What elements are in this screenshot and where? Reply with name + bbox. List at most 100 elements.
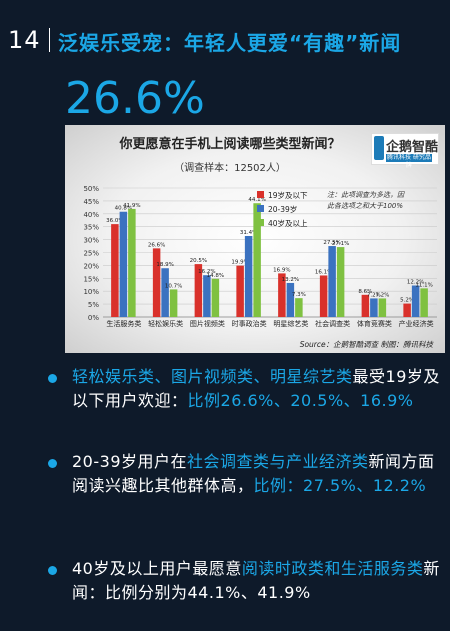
bar xyxy=(411,285,420,317)
highlight-text: 轻松娱乐类、图片视频类、明星综艺类 xyxy=(72,367,353,386)
logo-text: 企鹅智酷 xyxy=(386,140,439,155)
page-header: 14 泛娱乐受宠：年轻人更爱“有趣”新闻 xyxy=(0,0,450,60)
y-tick-label: 5% xyxy=(88,301,99,309)
bar xyxy=(194,264,203,317)
logo-subtext: 腾讯科技 研究品牌 xyxy=(386,154,432,169)
legend-swatch xyxy=(257,219,264,226)
bar xyxy=(361,294,370,317)
data-label: 11.1% xyxy=(415,282,432,288)
data-label: 16.2% xyxy=(198,269,215,275)
bar xyxy=(370,298,378,317)
y-tick-label: 30% xyxy=(83,237,99,245)
data-label: 10.7% xyxy=(165,283,182,289)
highlight-text: 比例26.6%、20.5%、16.9% xyxy=(187,391,414,410)
y-tick-label: 25% xyxy=(83,250,99,258)
highlight-percent: 26.6% xyxy=(65,73,205,124)
bar xyxy=(286,282,295,317)
y-tick-label: 0% xyxy=(88,314,99,322)
data-label: 7.2% xyxy=(367,292,381,298)
bar xyxy=(211,278,220,317)
data-label: 7.3% xyxy=(292,292,306,298)
bar xyxy=(319,275,328,317)
highlight-text: 社会调查类与产业经济类 xyxy=(187,452,369,471)
bullet-dot-icon xyxy=(48,459,57,468)
legend-swatch xyxy=(257,191,264,198)
data-label: 27.1% xyxy=(332,241,349,247)
bar xyxy=(328,246,336,317)
bar xyxy=(161,268,169,317)
legend-label: 19岁及以下 xyxy=(268,190,308,200)
bar xyxy=(278,273,286,317)
bar xyxy=(295,298,303,317)
bar-chart: 0% 5% 10% 15% 20% 25% 30% 35% 40% 45% 50% 36.0% 40.8… xyxy=(83,185,437,349)
data-label: 7.2% xyxy=(375,292,389,298)
y-tick-label: 15% xyxy=(83,275,99,283)
data-label: 14.8% xyxy=(207,273,224,279)
bullet-dot-icon xyxy=(48,374,57,383)
data-label: 20.5% xyxy=(190,258,207,264)
x-tick-label: 图片视频类 xyxy=(190,319,225,328)
bar xyxy=(152,248,161,317)
bar xyxy=(111,224,119,317)
legend-label: 20-39岁 xyxy=(268,204,297,214)
x-tick-label: 时事政治类 xyxy=(232,319,267,328)
x-tick-label: 产业经济类 xyxy=(399,319,434,328)
plain-text: 40岁及以上用户最愿意 xyxy=(72,559,242,578)
x-tick-label: 轻松娱乐类 xyxy=(148,319,183,328)
y-tick-label: 40% xyxy=(83,211,99,219)
data-label: 5.2% xyxy=(400,298,414,304)
bar xyxy=(203,275,211,317)
chart-source: Source：企鹅智酷调查 制图：腾讯科技 xyxy=(300,340,435,349)
bar xyxy=(420,288,428,317)
data-label: 16.1% xyxy=(315,269,332,275)
data-label: 19.9% xyxy=(231,260,248,266)
bar xyxy=(119,211,128,317)
x-tick-label: 社会调查类 xyxy=(315,319,350,328)
page-number: 14 xyxy=(8,26,41,54)
header-divider xyxy=(49,28,50,52)
chart-panel: 你更愿意在手机上阅读哪些类型新闻？ （调查样本：12502人） 企鹅智酷 腾讯科… xyxy=(65,125,445,353)
bar xyxy=(336,247,345,317)
data-label: 16.9% xyxy=(273,267,290,273)
data-label: 36.0% xyxy=(106,218,123,224)
bullet-item: 20-39岁用户在社会调查类与产业经济类新闻方面阅读兴趣比其他群体高，比例：27… xyxy=(0,450,450,546)
bar xyxy=(403,303,411,317)
bar xyxy=(378,298,387,317)
highlight-text: 阅读时政类和生活服务类 xyxy=(241,559,424,578)
bullet-item: 轻松娱乐类、图片视频类、明星综艺类最受19岁及以下用户欢迎：比例26.6%、20… xyxy=(0,365,450,437)
chart-subtitle: （调查样本：12502人） xyxy=(174,163,286,174)
x-tick-label: 生活服务类 xyxy=(106,319,141,328)
y-tick-label: 10% xyxy=(83,288,99,296)
plain-text: 20-39岁用户在 xyxy=(72,452,187,471)
data-label: 27.5% xyxy=(323,240,340,246)
data-label: 40.8% xyxy=(115,206,132,212)
data-label: 13.2% xyxy=(282,277,299,283)
x-tick-label: 体育竞赛类 xyxy=(357,319,392,328)
bar xyxy=(244,235,253,317)
y-tick-label: 50% xyxy=(83,185,99,193)
data-label: 26.6% xyxy=(148,242,165,248)
y-tick-label: 20% xyxy=(83,262,99,270)
plain-text: 新闻方面阅读兴趣比其他群体高， xyxy=(72,452,435,495)
brand-logo: 企鹅智酷 腾讯科技 研究品牌 xyxy=(371,133,439,169)
y-tick-label: 35% xyxy=(83,224,99,232)
data-label: 12.2% xyxy=(407,280,424,286)
page-title: 泛娱乐受宠：年轻人更爱“有趣”新闻 xyxy=(58,31,402,55)
bar xyxy=(253,203,261,317)
chart-note: 注：此项调查为多选，因 xyxy=(327,191,405,199)
chart-note: 此各选项之和大于100% xyxy=(327,202,403,210)
x-tick-label: 明星综艺类 xyxy=(273,319,308,328)
bullet-dot-icon xyxy=(48,566,57,575)
penguin-icon xyxy=(374,136,384,160)
data-label: 41.9% xyxy=(123,203,140,209)
data-label: 18.9% xyxy=(156,262,173,268)
y-tick-label: 45% xyxy=(83,198,99,206)
bullet-text: 40岁及以上用户最愿意阅读时政类和生活服务类新闻：比例分别为44.1%、41.9… xyxy=(72,557,444,605)
chart-title: 你更愿意在手机上阅读哪些类型新闻？ xyxy=(119,137,341,152)
bullet-text: 轻松娱乐类、图片视频类、明星综艺类最受19岁及以下用户欢迎：比例26.6%、20… xyxy=(72,365,444,413)
plain-text: 最受19岁及以下用户欢迎： xyxy=(72,367,440,410)
bullet-item: 40岁及以上用户最愿意阅读时政类和生活服务类新闻：比例分别为44.1%、41.9… xyxy=(0,557,450,605)
bar xyxy=(169,289,178,317)
legend-swatch xyxy=(257,205,264,212)
legend-label: 40岁及以上 xyxy=(268,218,308,228)
